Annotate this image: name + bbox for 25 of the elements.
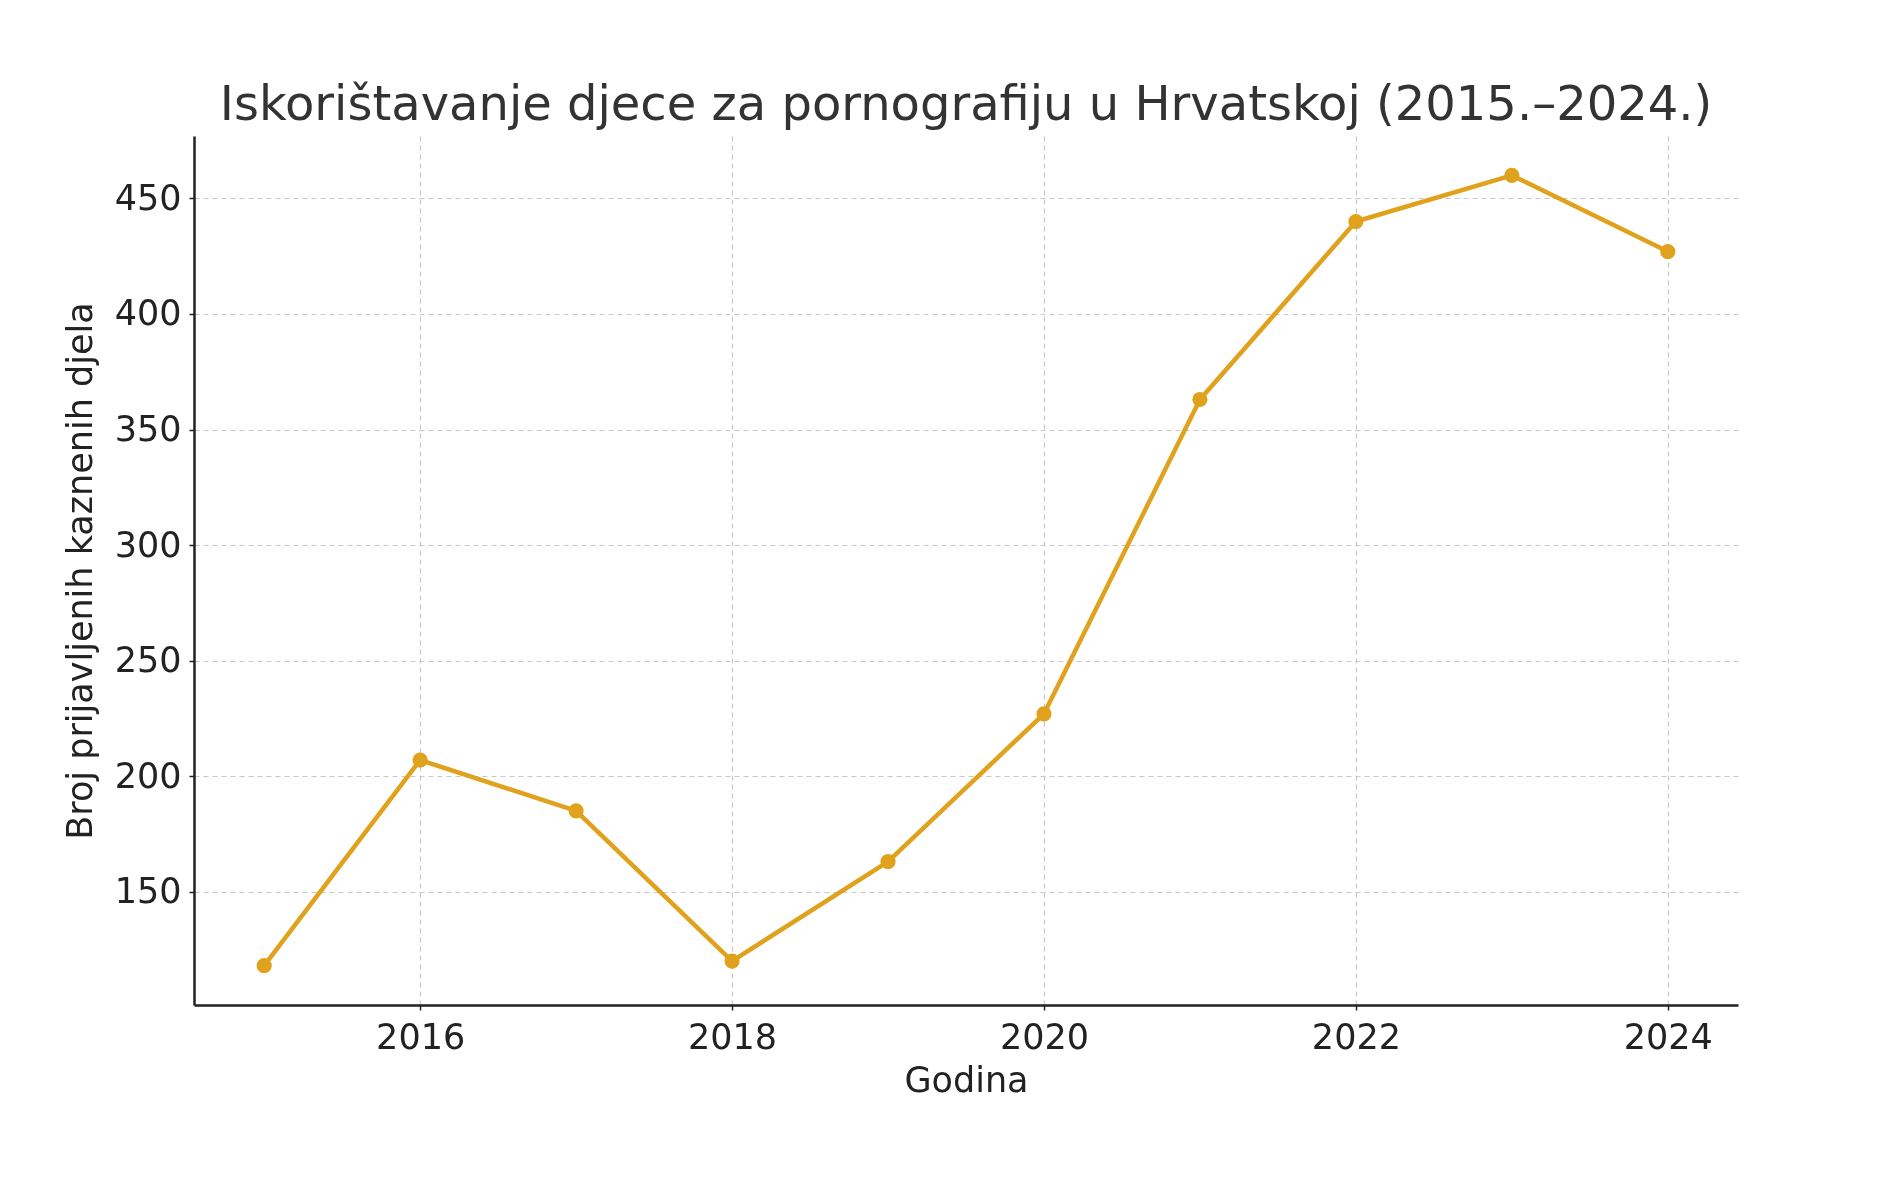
y-tick-label: 200 <box>114 755 182 796</box>
point <box>1036 706 1052 722</box>
point <box>1348 213 1364 230</box>
x-tick-label: 2024 <box>1623 1016 1713 1057</box>
x-tick-label: 2016 <box>376 1016 466 1057</box>
point <box>724 953 740 969</box>
y-tick-label: 300 <box>114 524 182 565</box>
y-tick-label: 350 <box>114 409 182 450</box>
x-axis-title: Godina <box>904 1059 1029 1100</box>
y-tick-label: 450 <box>114 177 182 218</box>
point <box>1192 391 1208 408</box>
y-tick-label: 400 <box>114 293 182 334</box>
point <box>1504 167 1520 183</box>
point <box>568 803 584 819</box>
point <box>256 958 272 974</box>
y-axis-title: Broj prijavljenih kaznenih djela <box>59 302 100 840</box>
point <box>412 752 428 768</box>
y-tick-label: 150 <box>114 871 182 912</box>
point <box>1660 243 1676 260</box>
x-tick-label: 2020 <box>999 1016 1090 1057</box>
chart-title: Iskorištavanje djece za pornografiju u Hrvatskoj (2015.–2024.) <box>219 75 1713 131</box>
y-tick-label: 250 <box>114 640 182 681</box>
point <box>880 854 896 870</box>
x-tick-label: 2022 <box>1311 1016 1401 1057</box>
x-tick-label: 2018 <box>688 1016 778 1057</box>
